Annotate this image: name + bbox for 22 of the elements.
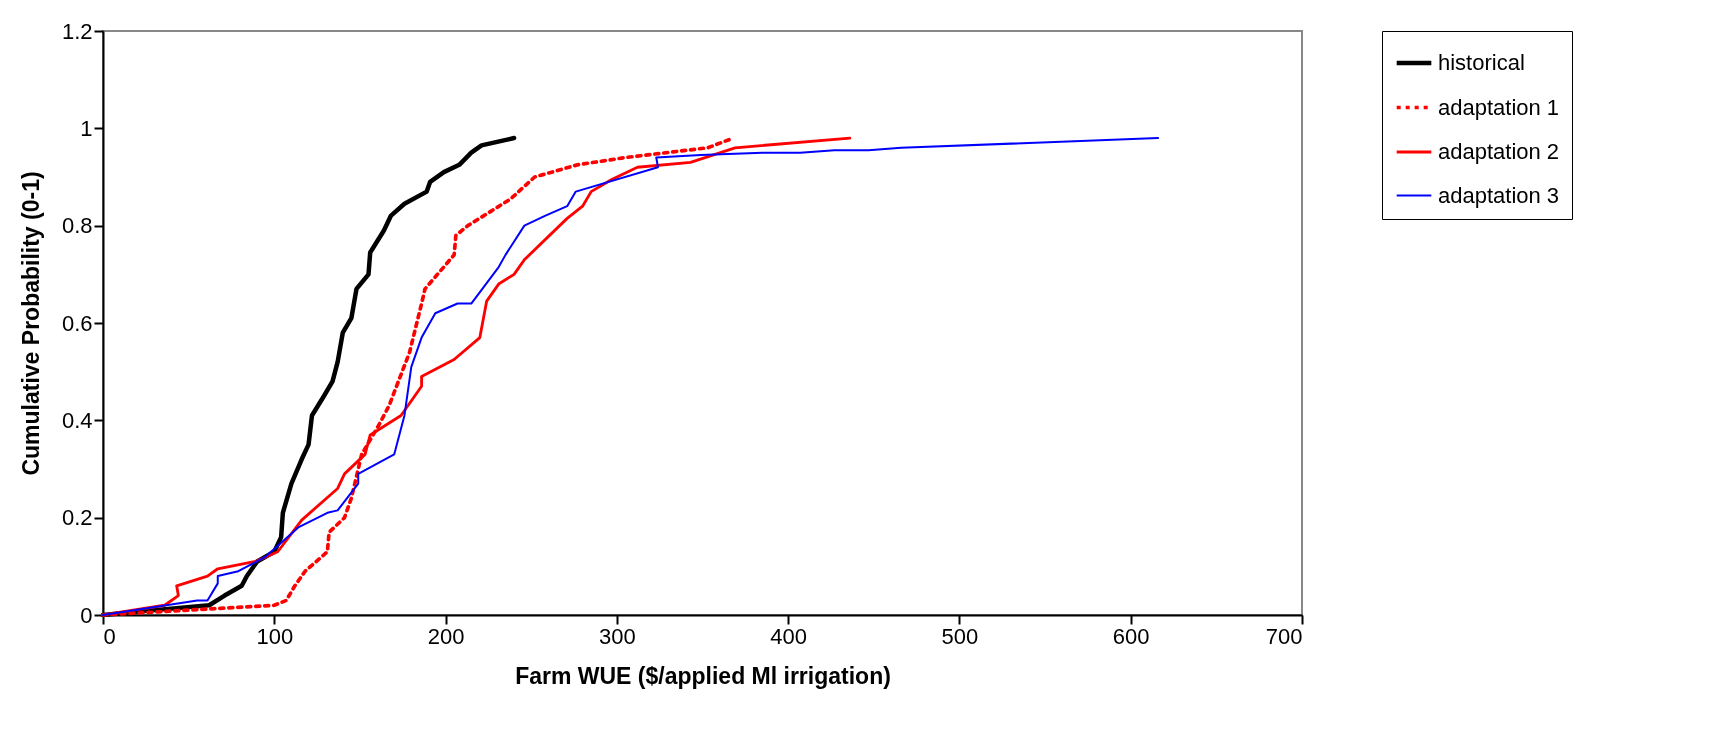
x-tick-label: 400 [770, 623, 807, 649]
y-tick-label: 0.8 [61, 213, 93, 239]
y-tick-label: 0.6 [61, 310, 93, 336]
legend-label: historical [1438, 50, 1525, 75]
y-tick-label: 0 [80, 602, 93, 628]
x-tick-label: 200 [427, 623, 465, 649]
legend-label: adaptation 1 [1438, 94, 1560, 120]
x-axis-title: Farm WUE ($/applied Ml irrigation) [515, 662, 891, 689]
y-tick-label: 0.2 [61, 505, 93, 531]
y-tick-label: 1 [80, 115, 93, 141]
legend-label: adaptation 2 [1438, 139, 1560, 164]
line-series [102, 137, 1160, 616]
y-axis-title: Cumulative Probability (0-1) [17, 171, 44, 476]
legend-label: adaptation 3 [1438, 182, 1560, 208]
x-tick-label: 100 [256, 623, 294, 649]
x-tick-label: 0 [103, 623, 116, 649]
x-tick-label: 500 [941, 623, 979, 649]
y-tick-label: 0.4 [61, 407, 93, 433]
x-tick-label: 300 [599, 623, 636, 649]
x-tick-label: 700 [1265, 623, 1303, 649]
x-tick-label: 600 [1112, 623, 1150, 649]
y-tick-label: 1.2 [61, 18, 93, 44]
